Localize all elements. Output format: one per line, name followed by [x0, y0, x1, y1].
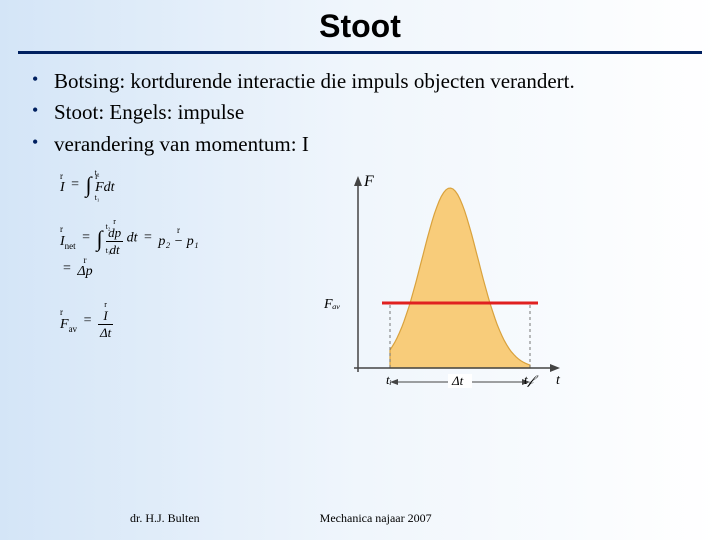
formula-1: rI = ∫t₂t₁ rFdt: [60, 172, 200, 198]
formula-3: rFav = rIΔt: [60, 303, 200, 340]
content-row: rI = ∫t₂t₁ rFdt rInet = ∫t₂t₁ rdpdt dt =…: [0, 164, 720, 398]
svg-text:t𝒻: t𝒻: [524, 372, 539, 387]
title-underline: [18, 51, 702, 54]
formula-2: rInet = ∫t₂t₁ rdpdt dt = rp₂ − p₁ = rΔp: [60, 220, 200, 281]
slide-title: Stoot: [0, 0, 720, 51]
svg-text:Δt: Δt: [451, 373, 464, 388]
footer-course: Mechanica najaar 2007: [320, 511, 432, 526]
impulse-chart: F Fₐᵥ tᵢ t𝒻 Δt t: [310, 168, 570, 398]
bullet-item: verandering van momentum: I: [54, 131, 690, 158]
svg-text:tᵢ: tᵢ: [386, 372, 392, 387]
footer: dr. H.J. Bulten Mechanica najaar 2007: [0, 511, 720, 526]
footer-author: dr. H.J. Bulten: [130, 511, 200, 526]
svg-text:F: F: [363, 173, 374, 190]
bullet-list: Botsing: kortdurende interactie die impu…: [54, 68, 690, 158]
svg-text:Fₐᵥ: Fₐᵥ: [323, 297, 341, 312]
formula-block: rI = ∫t₂t₁ rFdt rInet = ∫t₂t₁ rdpdt dt =…: [20, 164, 200, 398]
bullet-item: Botsing: kortdurende interactie die impu…: [54, 68, 690, 95]
bullet-item: Stoot: Engels: impulse: [54, 99, 690, 126]
svg-text:t: t: [556, 373, 561, 388]
